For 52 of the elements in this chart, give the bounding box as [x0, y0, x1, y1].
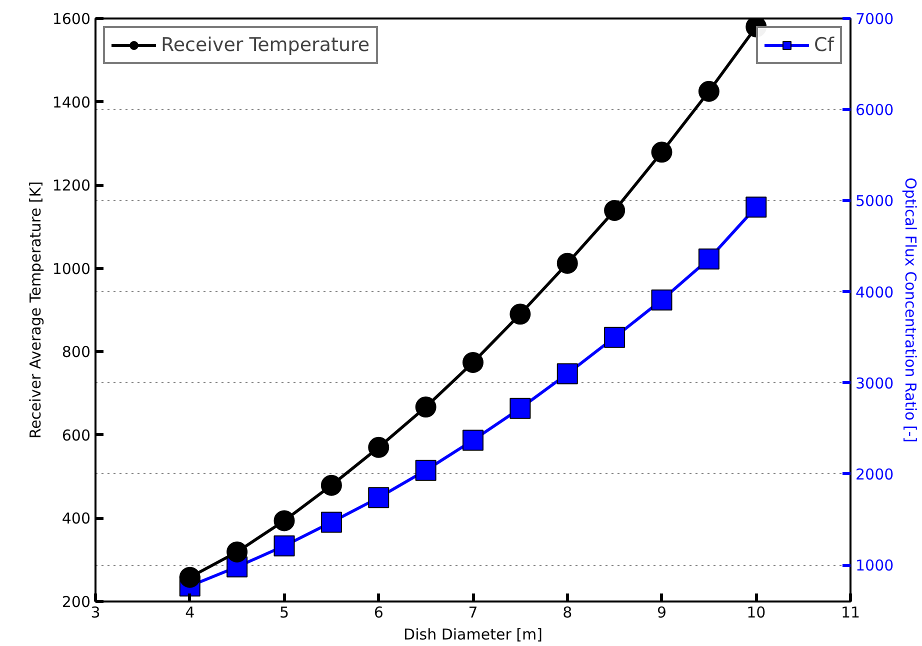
x-tick-label: 4	[185, 604, 195, 622]
x-tick-label: 3	[90, 604, 100, 622]
x-tick-label: 10	[746, 604, 766, 622]
point	[556, 252, 578, 274]
point	[320, 474, 342, 496]
point	[462, 352, 484, 373]
point	[462, 430, 484, 451]
legend-label: Cf	[814, 34, 834, 56]
y2-tick-label: 3000	[856, 374, 894, 392]
point	[746, 196, 767, 218]
point	[556, 363, 578, 384]
y-tick-label: 200	[62, 593, 91, 611]
point	[368, 436, 390, 458]
point	[415, 460, 436, 481]
y-tick-label: 600	[62, 426, 91, 444]
y2-tick-label: 7000	[856, 10, 894, 28]
point	[274, 535, 295, 556]
point	[698, 248, 720, 270]
y-tick-label: 1600	[52, 10, 91, 28]
point	[604, 326, 626, 348]
y2-tick-label: 5000	[856, 192, 894, 210]
x-tick-label: 11	[840, 604, 860, 622]
point	[510, 398, 531, 419]
point	[179, 566, 200, 588]
point	[368, 487, 390, 508]
legend-label: Receiver Temperature	[161, 34, 370, 56]
x-axis-title: Dish Diameter [m]	[404, 626, 542, 644]
x-tick-label: 6	[374, 604, 384, 622]
point	[226, 541, 248, 562]
y-tick-label: 800	[62, 343, 91, 362]
point	[698, 80, 720, 102]
y-axis-title: Receiver Average Temperature [K]	[26, 181, 44, 439]
point	[415, 396, 436, 418]
y-tick-label: 1400	[52, 93, 91, 112]
x-tick-label: 8	[562, 604, 572, 622]
y2-axis-title: Optical Flux Concentration Ratio [-]	[902, 178, 920, 442]
y2-tick-label: 6000	[856, 101, 894, 120]
y-tick-label: 1000	[52, 260, 91, 278]
x-tick-label: 5	[279, 604, 290, 622]
y-tick-label: 1200	[52, 176, 91, 195]
point	[604, 200, 626, 221]
point	[651, 142, 672, 163]
point	[274, 510, 295, 532]
y2-tick-label: 2000	[856, 465, 894, 484]
point	[510, 304, 531, 325]
x-tick-label: 9	[656, 604, 667, 622]
x-tick-label: 7	[468, 604, 478, 622]
point	[320, 512, 342, 533]
y2-tick-label: 4000	[856, 283, 894, 302]
y2-tick-label: 1000	[856, 556, 894, 575]
point	[651, 289, 672, 310]
y-tick-label: 400	[62, 510, 91, 528]
